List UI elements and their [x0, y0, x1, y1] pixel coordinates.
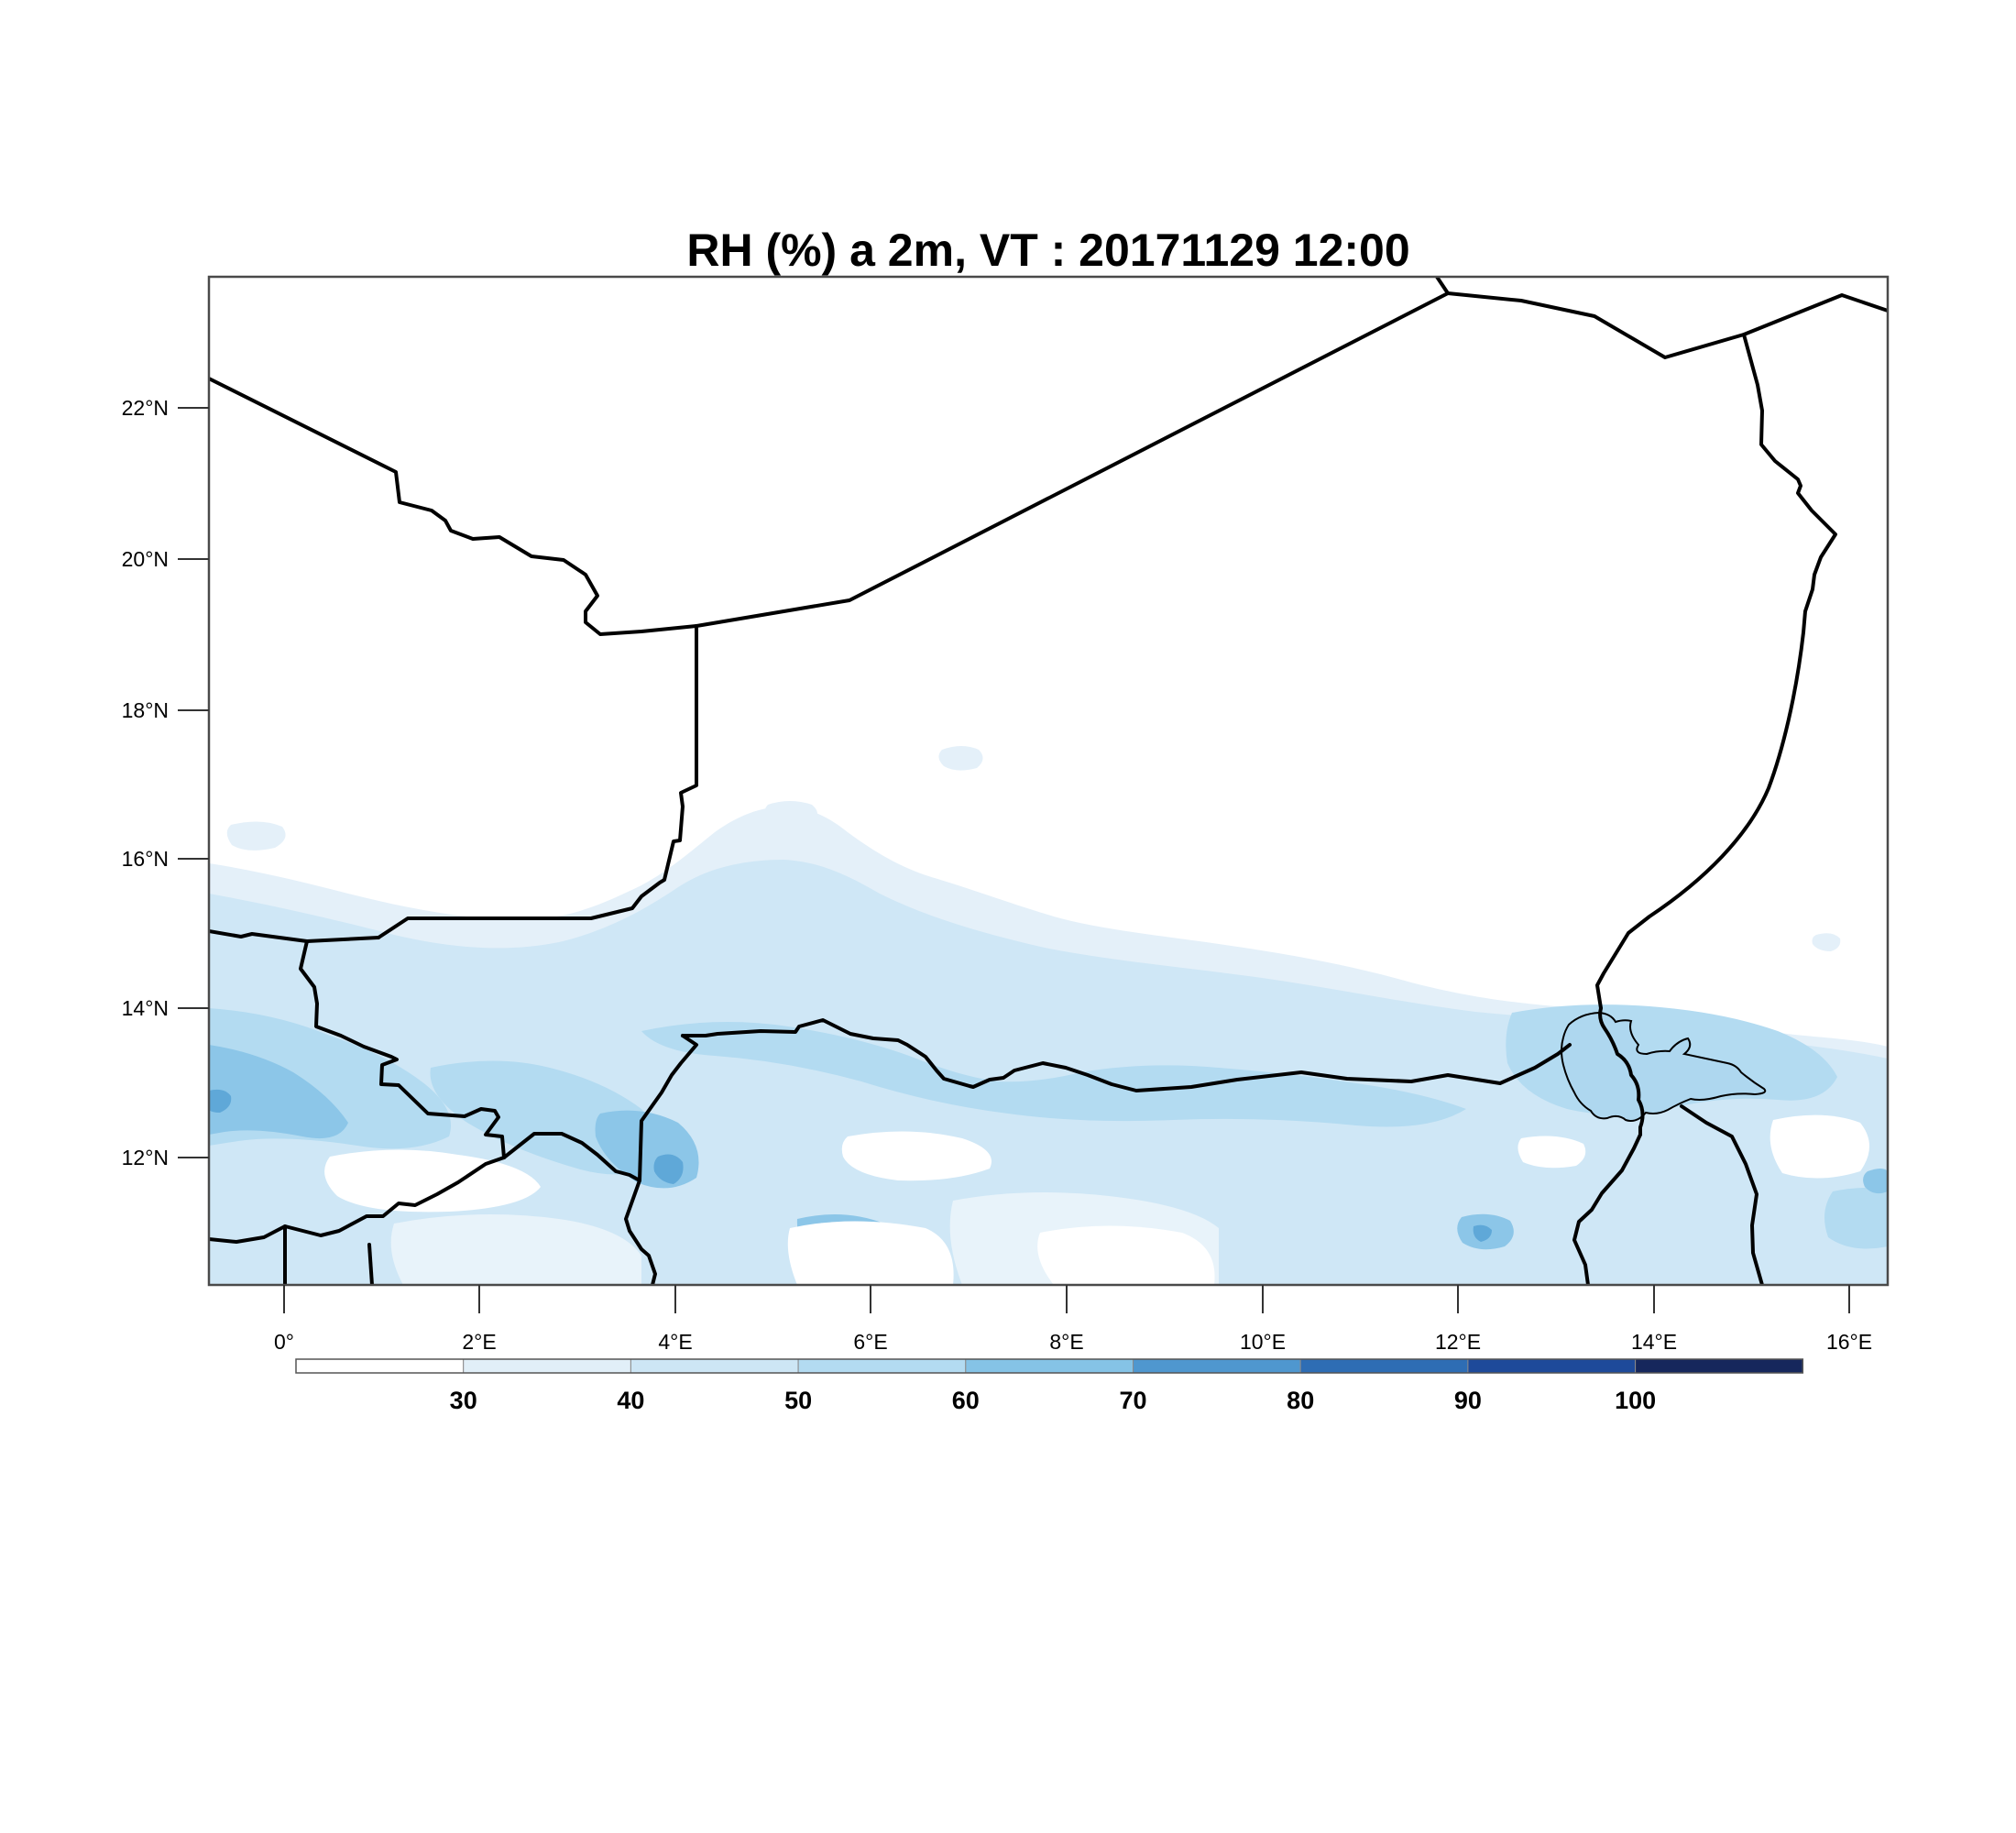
border-nigeria-west	[638, 1034, 698, 1182]
dry-holes	[324, 1114, 1869, 1285]
lon-axis: 0° 2°E 4°E 6°E 8°E 10°E 12°E 14°E 16°E	[274, 1285, 1872, 1354]
lon-tick-label: 10°E	[1240, 1330, 1286, 1354]
colorbar-label: 60	[952, 1387, 980, 1414]
colorbar-cell	[965, 1358, 1134, 1374]
lon-tick-label: 16°E	[1826, 1330, 1872, 1354]
colorbar-label: 100	[1615, 1387, 1656, 1414]
lat-tick-label: 12°N	[122, 1146, 169, 1169]
border-burkina-niger	[299, 939, 506, 1159]
colorbar-label: 50	[784, 1387, 812, 1414]
border-niger-chad	[1595, 333, 1837, 1010]
colorbar-label: 90	[1454, 1387, 1482, 1414]
border-libya-niger	[1446, 291, 1888, 359]
contour-30-island	[764, 801, 817, 826]
lon-tick-label: 6°E	[853, 1330, 887, 1354]
border-togo-benin-stub	[367, 1243, 374, 1285]
border-niger-nigeria	[681, 1018, 1572, 1092]
colorbar-label: 70	[1119, 1387, 1146, 1414]
lon-tick-label: 14°E	[1631, 1330, 1677, 1354]
lat-tick-label: 18°N	[122, 698, 169, 722]
lon-tick-label: 12°E	[1435, 1330, 1481, 1354]
lon-tick-label: 2°E	[462, 1330, 496, 1354]
country-borders	[209, 277, 1888, 1285]
lon-tick-label: 0°	[274, 1330, 294, 1354]
contour-30-island	[1812, 933, 1841, 951]
colorbar-cell	[1635, 1358, 1803, 1374]
contour-40-region	[209, 860, 1888, 1285]
colorbar-label: 80	[1287, 1387, 1314, 1414]
lat-tick-label: 20°N	[122, 547, 169, 571]
lat-tick-label: 14°N	[122, 996, 169, 1020]
border-algeria-niger	[695, 291, 1450, 628]
colorbar-cell	[1133, 1358, 1301, 1374]
lon-tick-label: 8°E	[1049, 1330, 1083, 1354]
border-chad-cameroon	[1680, 1104, 1764, 1285]
border-algeria-libya	[1435, 277, 1450, 295]
contour-30-island	[938, 746, 983, 771]
colorbar-cell	[630, 1358, 799, 1374]
border-mali-niger	[377, 624, 698, 939]
border-mali-burkina	[209, 929, 380, 943]
page-title: RH (%) a 2m, VT : 20171129 12:00	[686, 225, 1409, 276]
border-burkina-south	[209, 1156, 506, 1244]
colorbar-cell	[463, 1358, 631, 1374]
plot-frame	[207, 275, 1890, 1287]
colorbar-label: 40	[617, 1387, 644, 1414]
colorbar-cell	[295, 1358, 465, 1374]
lat-tick-label: 22°N	[122, 396, 169, 420]
contour-30-island	[226, 821, 286, 851]
border-algeria-mali	[209, 377, 698, 636]
colorbar-label: 30	[450, 1387, 477, 1414]
colorbar-cell	[797, 1358, 967, 1374]
colorbar-outline	[295, 1358, 1804, 1374]
contour-field-layer	[209, 277, 1888, 1285]
border-nigeria-cameroon	[1572, 1133, 1642, 1285]
lon-tick-label: 4°E	[658, 1330, 692, 1354]
colorbar-cell	[1467, 1358, 1637, 1374]
border-niger-benin-nigeria	[502, 1132, 657, 1285]
lat-axis: 22°N 20°N 18°N 16°N 14°N 12°N	[122, 396, 209, 1169]
lat-tick-label: 16°N	[122, 847, 169, 871]
border-chad-through-lake	[1598, 1006, 1645, 1136]
colorbar: 30 40 50 60 70 80 90 100	[295, 1358, 1804, 1414]
colorbar-cell	[1299, 1358, 1469, 1374]
